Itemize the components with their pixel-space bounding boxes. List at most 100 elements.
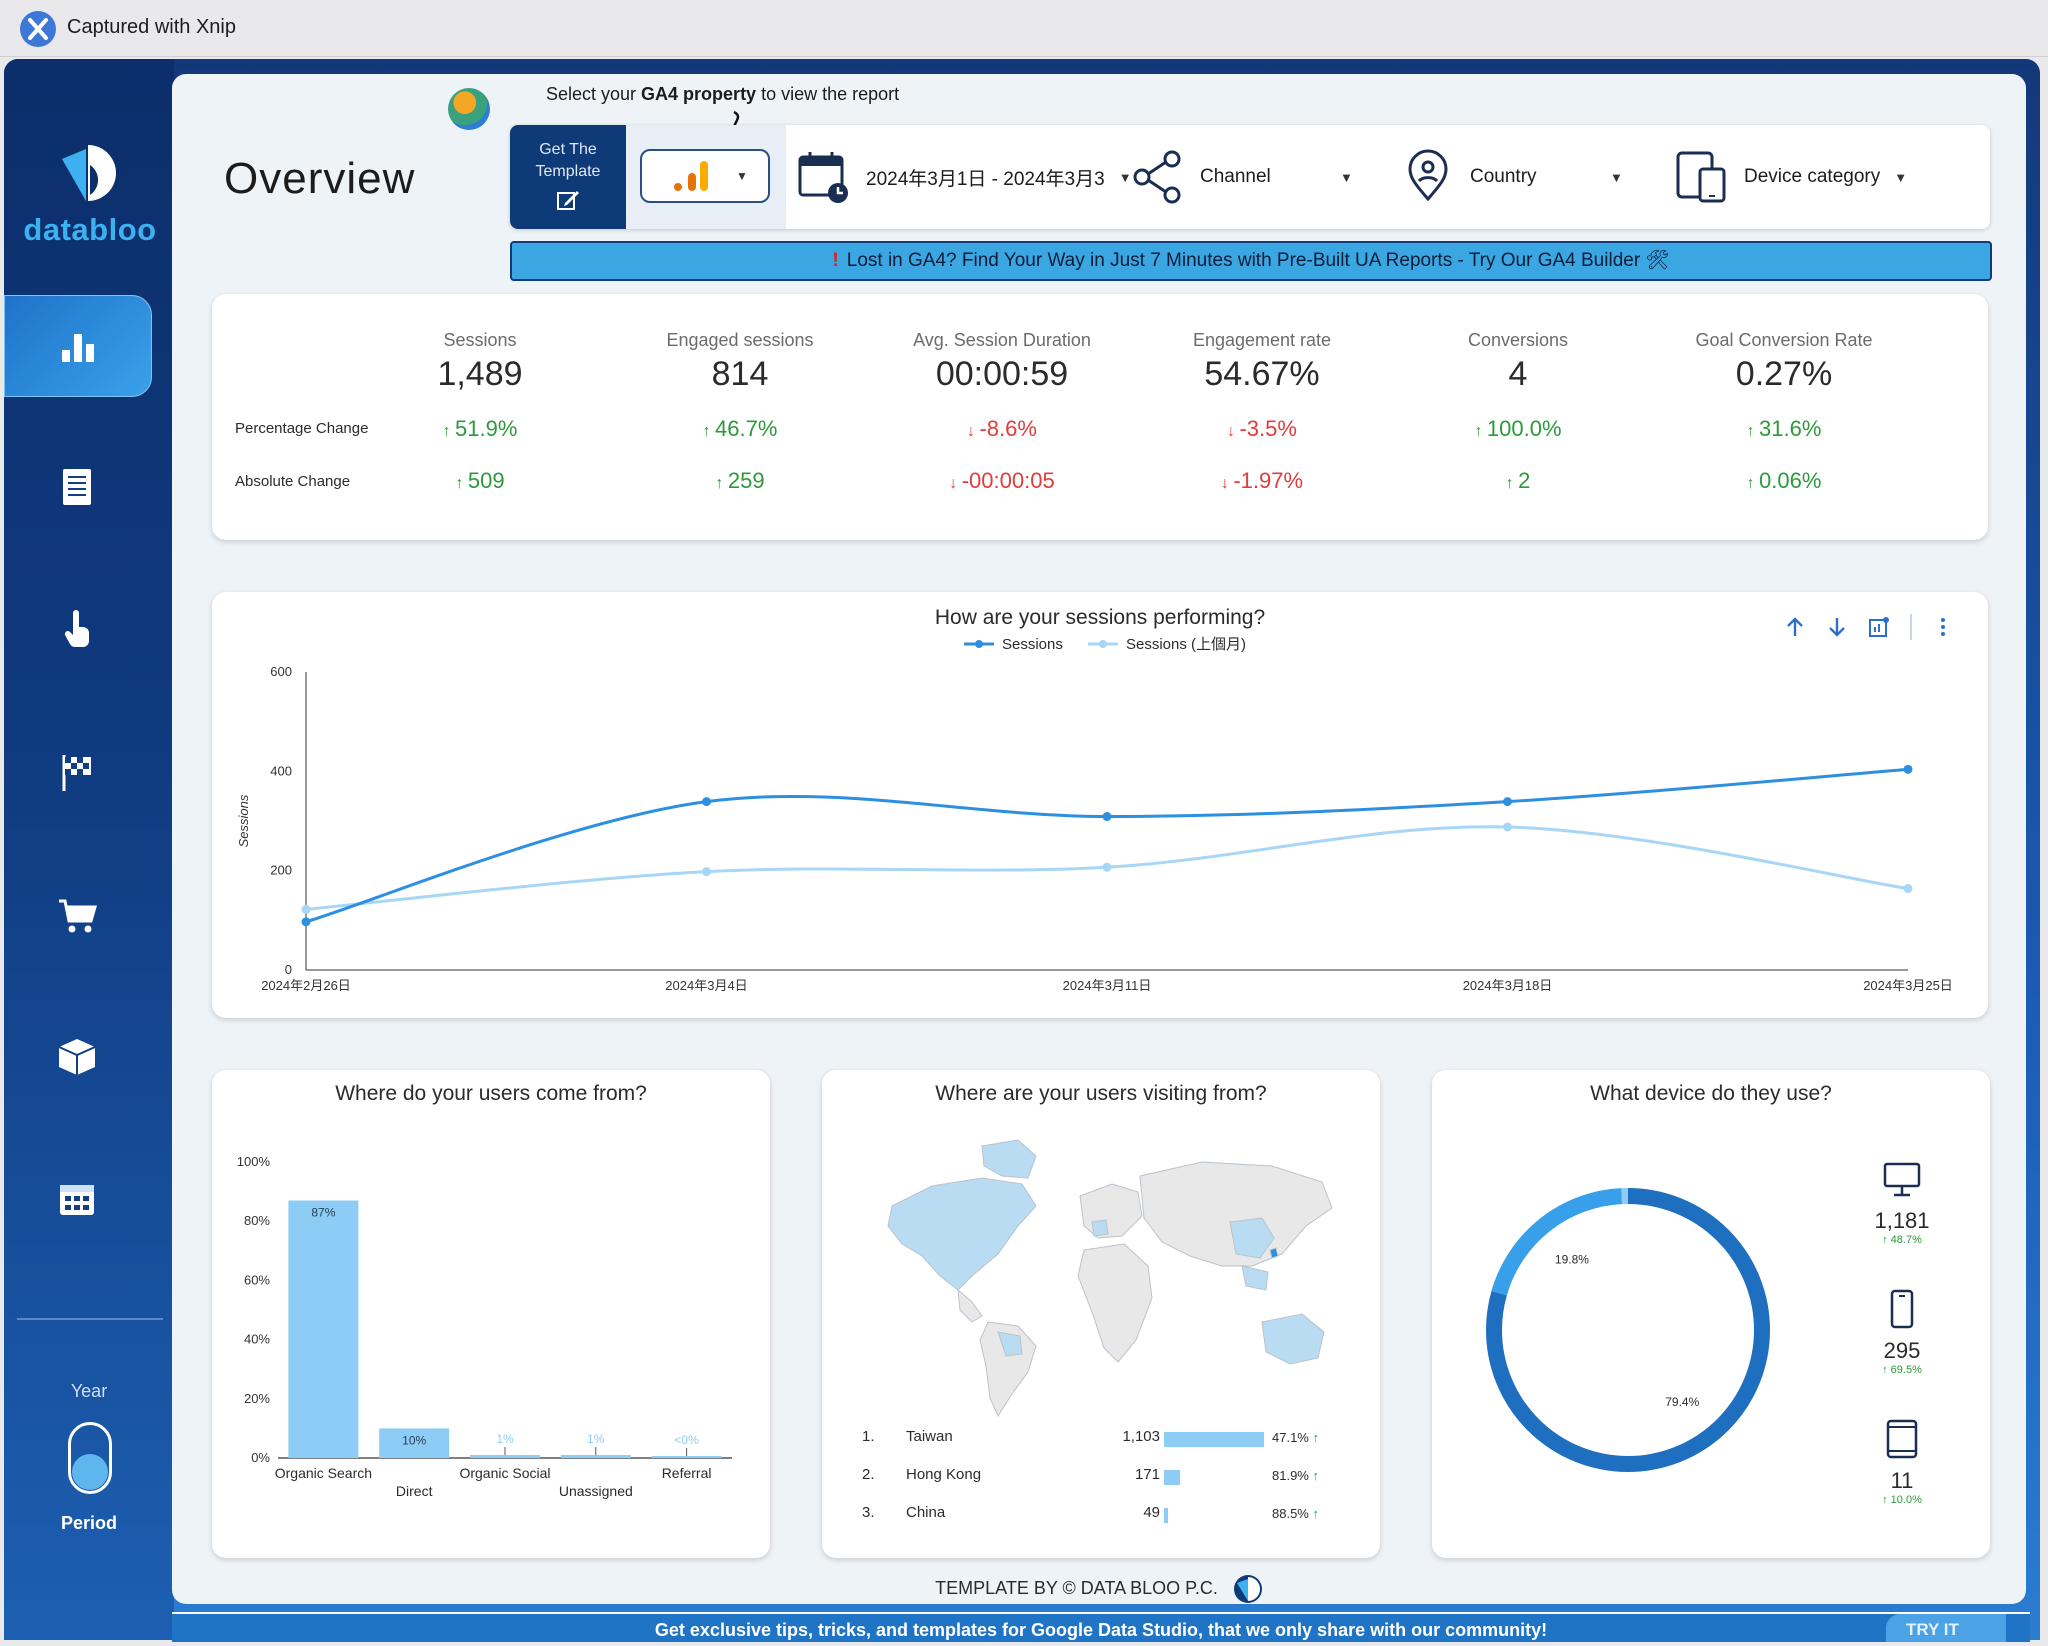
nav-ecommerce[interactable] xyxy=(4,865,150,965)
ga4-property-zone: ▼ xyxy=(626,125,786,229)
x-tick-label: 2024年3月25日 xyxy=(1863,978,1953,993)
channels-bar-chart: 0% 20% 40% 60% 80% 100% 87% Organic Search 10% Di… xyxy=(237,1154,732,1499)
capture-bar: Captured with Xnip xyxy=(0,0,2048,57)
change-value: 31.6% xyxy=(1759,416,1822,441)
donut-slice xyxy=(1486,1188,1770,1472)
bar xyxy=(651,1456,722,1458)
filter-bar: Get The Template ▼ 2024年3月1日 - 2024年3月3 … xyxy=(510,125,1990,229)
ga4-builder-banner[interactable]: ! Lost in GA4? Find Your Way in Just 7 Mi… xyxy=(510,241,1992,281)
google-analytics-icon xyxy=(674,161,708,191)
change-value: 46.7% xyxy=(715,416,778,441)
brand-name: databloo xyxy=(23,212,157,247)
legend-marker xyxy=(1099,640,1107,648)
nav-events[interactable] xyxy=(4,579,150,679)
device-donut-chart: 79.4% 19.8% xyxy=(1486,1188,1770,1472)
arrow-up-icon: ↑ xyxy=(1746,475,1760,492)
legend-marker xyxy=(975,640,983,648)
hint-bold: GA4 property xyxy=(641,84,757,104)
kpi-abs-change: ↑ 0.06% xyxy=(1674,468,1894,494)
kpi-pct-change: ↓ -8.6% xyxy=(892,416,1112,442)
try-it-button[interactable]: TRY IT xyxy=(1886,1614,2006,1642)
sort-descending-icon[interactable] xyxy=(1826,616,1848,638)
y-tick-label: 80% xyxy=(244,1213,270,1228)
device-category-filter[interactable]: Device category ▼ xyxy=(1674,145,1907,209)
date-range-picker[interactable]: 2024年3月1日 - 2024年3月3 ▼ xyxy=(796,145,1132,209)
series-point xyxy=(1503,797,1512,807)
x-tick-label: 2024年2月26日 xyxy=(261,978,351,993)
nav-overview[interactable] xyxy=(4,295,152,397)
x-tick-label: 2024年3月4日 xyxy=(665,978,747,993)
kpi-goal-conversion-rate: Goal Conversion Rate 0.27% xyxy=(1674,330,1894,394)
percentage-change-label: Percentage Change xyxy=(235,420,369,437)
databloo-mini-logo-icon xyxy=(1233,1575,1262,1603)
chart-settings-icon[interactable] xyxy=(1868,616,1890,638)
kpi-pct-change: ↑ 51.9% xyxy=(370,416,590,442)
x-tick-label: 2024年3月18日 xyxy=(1463,978,1553,993)
geo-card: Where are your users visiting from? xyxy=(822,1070,1380,1558)
device-change: ↑ 10.0% xyxy=(1852,1494,1952,1506)
geo-country-name: Hong Kong xyxy=(906,1466,982,1483)
pointer-hand-icon xyxy=(64,610,89,647)
x-tick-label: Unassigned xyxy=(559,1483,633,1499)
nav-pages[interactable] xyxy=(4,437,150,537)
more-options-icon[interactable] xyxy=(1932,616,1954,638)
geo-change: 88.5% ↑ xyxy=(1272,1506,1319,1521)
share-nodes-icon xyxy=(1133,150,1181,204)
series-point xyxy=(1102,812,1112,822)
legend-label: Sessions (上個月) xyxy=(1126,636,1246,653)
sidebar: databloo Year Period xyxy=(4,59,174,1640)
geo-change: 47.1% ↑ xyxy=(1272,1430,1319,1445)
y-tick-label: 60% xyxy=(244,1272,270,1287)
geo-country-name: China xyxy=(906,1504,946,1521)
device-change: ↑ 48.7% xyxy=(1852,1234,1952,1246)
arrow-up-icon: ↑ xyxy=(1308,1506,1319,1521)
country-filter[interactable]: Country ▼ xyxy=(1400,145,1623,209)
absolute-change-label: Absolute Change xyxy=(235,473,351,490)
series-point xyxy=(301,904,311,914)
arrow-up-icon: ↑ xyxy=(1746,423,1760,440)
sort-ascending-icon[interactable] xyxy=(1784,616,1806,638)
arrow-up-icon: ↑ xyxy=(1505,475,1519,492)
checkered-flag-icon xyxy=(62,755,91,791)
chevron-down-icon: ▼ xyxy=(736,169,748,183)
shopping-cart-icon xyxy=(59,899,97,933)
change-value: 259 xyxy=(727,468,765,493)
community-text: Get exclusive tips, tricks, and template… xyxy=(654,1620,1548,1640)
x-tick-label: Organic Search xyxy=(275,1465,372,1481)
series-point xyxy=(1102,862,1112,872)
arrow-up-icon: ↑ xyxy=(1308,1468,1319,1483)
kpi-label: Engagement rate xyxy=(1192,330,1332,350)
geo-share-bar xyxy=(1164,1470,1180,1485)
template-credit: TEMPLATE BY © DATA BLOO P.C. xyxy=(172,1574,2026,1604)
year-period-toggle[interactable] xyxy=(68,1422,112,1494)
nav-products[interactable] xyxy=(4,1007,150,1107)
device-title: What device do they use? xyxy=(1590,1082,1832,1105)
channel-filter[interactable]: Channel ▼ xyxy=(1130,145,1353,209)
bar xyxy=(379,1428,450,1458)
geo-change-value: 47.1% xyxy=(1272,1430,1309,1445)
chart-title: How are your sessions performing? xyxy=(934,606,1266,629)
calendar-icon xyxy=(60,1185,94,1215)
arrow-down-icon: ↓ xyxy=(1227,423,1240,440)
bar-chart-icon xyxy=(62,334,94,362)
ga4-property-select[interactable]: ▼ xyxy=(640,149,770,203)
date-range-value: 2024年3月1日 - 2024年3月3 xyxy=(866,168,1105,190)
bar xyxy=(560,1455,631,1458)
get-template-button[interactable]: Get The Template xyxy=(510,125,626,229)
device-value: 1,181 xyxy=(1874,1208,1930,1233)
channel-filter-label: Channel xyxy=(1200,166,1271,187)
series-point xyxy=(1903,884,1913,894)
arrow-up-icon: ↑ xyxy=(715,475,728,492)
kpi-label: Sessions xyxy=(443,330,517,350)
world-map xyxy=(887,1139,1333,1418)
continent-south-america xyxy=(979,1321,1037,1418)
community-banner[interactable]: Get exclusive tips, tricks, and template… xyxy=(172,1612,2030,1642)
toolbar-divider xyxy=(1910,614,1912,640)
hint-suffix: to view the report xyxy=(756,84,900,104)
desktop-icon xyxy=(1852,1158,1952,1200)
nav-conversions[interactable] xyxy=(4,721,150,821)
main-content: Overview Select your GA4 property to vie… xyxy=(172,74,2026,1604)
device-change-value: 48.7% xyxy=(1890,1234,1922,1246)
device-category-filter-label: Device category xyxy=(1744,166,1881,187)
nav-calendar[interactable] xyxy=(4,1149,150,1249)
